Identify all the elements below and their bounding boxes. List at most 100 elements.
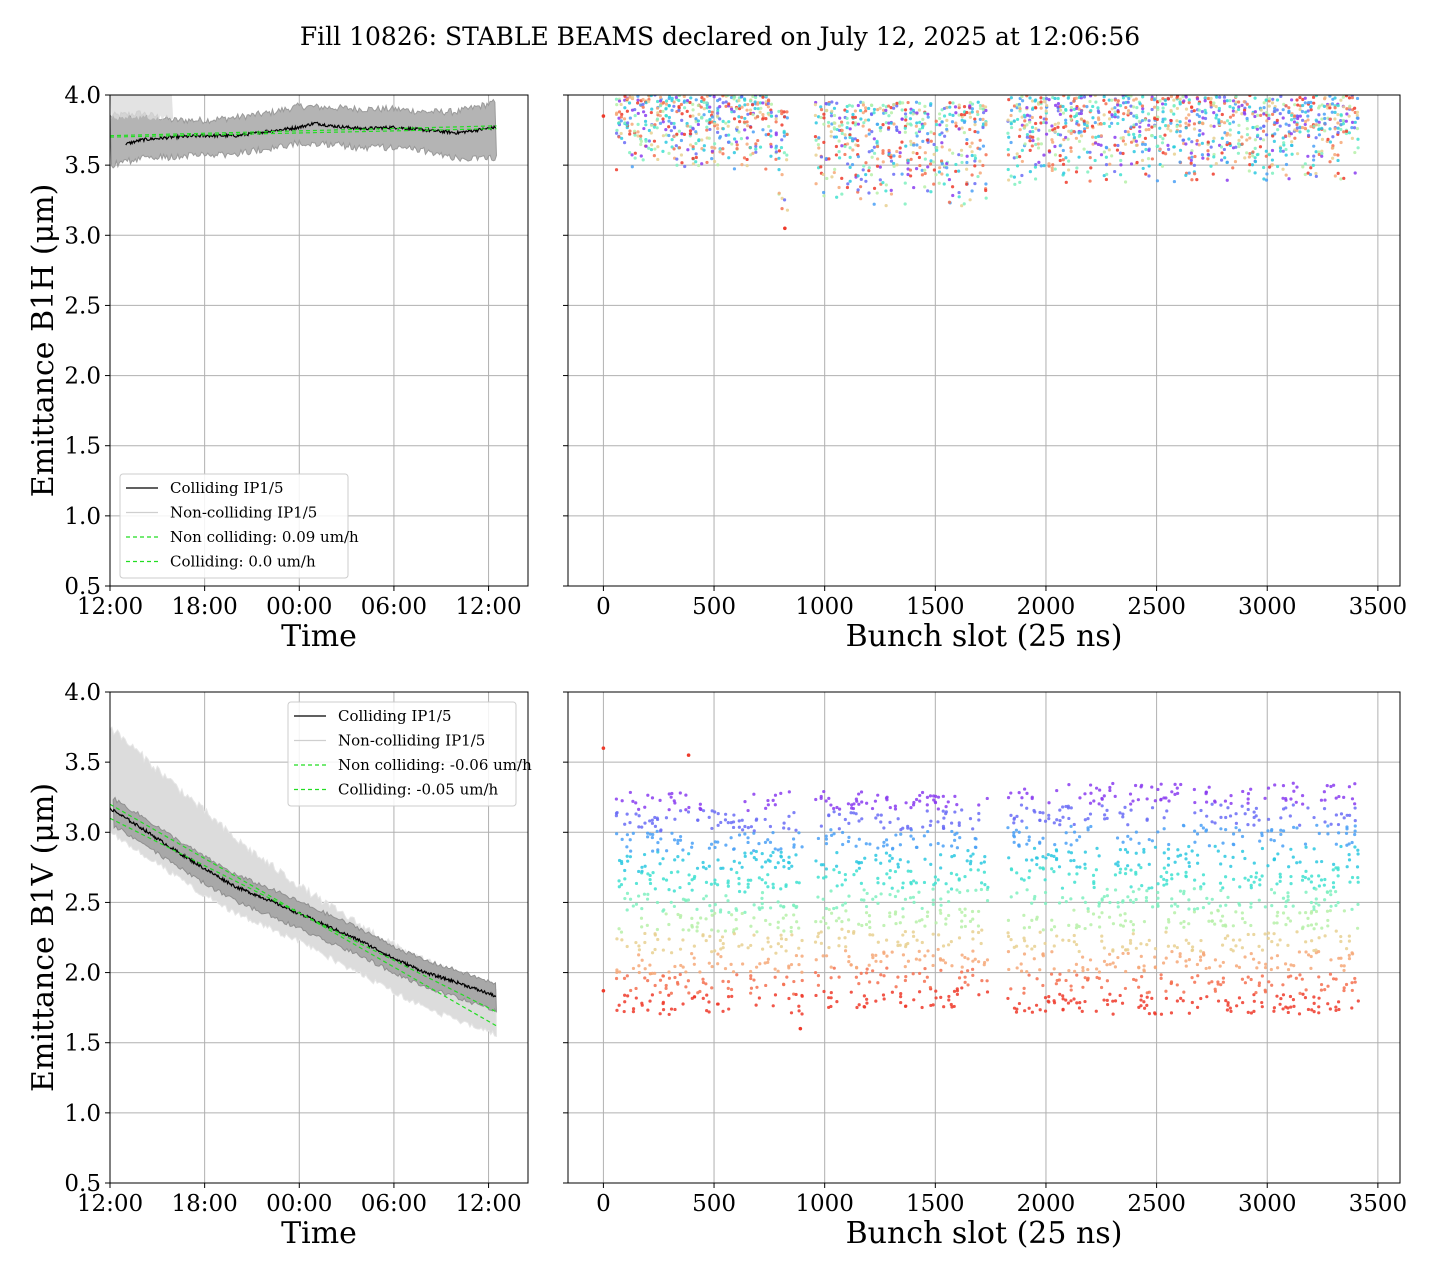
bunch-point — [1240, 977, 1245, 981]
bunch-point — [1265, 119, 1269, 123]
bunch-point — [1073, 880, 1077, 884]
bunch-point — [1270, 904, 1274, 908]
bunch-point — [846, 121, 850, 125]
bunch-point — [768, 840, 773, 844]
bunch-point — [1106, 1002, 1110, 1007]
bunch-point — [690, 888, 694, 892]
bunch-point — [1099, 122, 1103, 126]
bunch-point — [864, 173, 868, 177]
bunch-point — [1159, 875, 1163, 879]
bunch-point — [1278, 149, 1283, 153]
bunch-point — [1172, 98, 1176, 102]
bunch-point — [702, 113, 706, 117]
bunch-point — [1206, 152, 1210, 157]
bunch-point — [940, 145, 944, 149]
bunch-point — [888, 893, 892, 897]
bunch-point — [1097, 854, 1101, 858]
bunch-point — [1326, 918, 1330, 923]
bunch-point — [768, 824, 773, 829]
bunch-point — [1325, 909, 1330, 913]
bunch-point — [1108, 124, 1112, 129]
bunch-point — [1110, 113, 1114, 117]
bunch-point — [1336, 112, 1340, 117]
bunch-point — [918, 958, 922, 962]
bunch-point — [911, 112, 915, 116]
bunch-point — [822, 140, 826, 144]
bunch-point — [727, 133, 731, 137]
bunch-point — [840, 131, 844, 136]
bunch-point — [1341, 118, 1345, 123]
bunch-point — [1213, 987, 1217, 991]
bunch-point — [628, 790, 632, 795]
bunch-point — [1158, 126, 1162, 130]
bunch-point — [867, 106, 871, 111]
bunch-point — [716, 929, 720, 933]
bunch-point — [921, 825, 925, 829]
bunch-point — [1105, 887, 1109, 891]
bunch-point — [763, 961, 767, 965]
bunch-point — [917, 101, 922, 105]
bunch-point — [1058, 992, 1062, 996]
bunch-point — [1213, 922, 1217, 926]
bunch-point — [1197, 114, 1201, 118]
bunch-point — [1134, 139, 1138, 143]
bunch-point — [1328, 972, 1333, 976]
bunch-point — [617, 927, 621, 931]
bunch-point — [1091, 116, 1095, 120]
bunch-point — [1201, 873, 1206, 877]
bunch-point — [1129, 802, 1133, 806]
bunch-point — [723, 966, 728, 971]
bunch-point — [1093, 120, 1097, 125]
bunch-point — [1276, 966, 1280, 970]
bunch-point — [1206, 140, 1210, 144]
bunch-point — [1123, 871, 1128, 876]
x-tick-label: 12:00 — [77, 594, 143, 620]
bunch-point — [864, 922, 869, 927]
bunch-point — [646, 892, 650, 896]
bunch-point — [914, 845, 919, 849]
bunch-point — [1295, 98, 1299, 102]
bunch-point — [680, 161, 684, 165]
bunch-point — [824, 867, 828, 871]
bunch-point — [1132, 135, 1137, 140]
bunch-point — [648, 963, 652, 967]
bunch-point — [1252, 810, 1256, 814]
bunch-point — [892, 103, 896, 107]
bunch-point — [940, 141, 944, 145]
bunch-point — [1046, 999, 1050, 1003]
bunch-point — [929, 159, 933, 163]
bunch-point — [681, 965, 685, 969]
bunch-point — [814, 859, 818, 863]
bunch-point — [673, 801, 677, 805]
bunch-point — [760, 878, 764, 882]
bunch-point — [667, 808, 671, 812]
bunch-point — [1333, 127, 1337, 131]
bunch-point — [1100, 898, 1104, 902]
bunch-point — [1212, 111, 1216, 115]
bunch-point — [1193, 829, 1197, 833]
bunch-point — [1064, 118, 1068, 122]
bunch-point — [1018, 107, 1022, 111]
bunch-point — [748, 108, 753, 112]
x-tick-label: 2000 — [1017, 594, 1076, 620]
bunch-point — [1102, 959, 1107, 964]
bunch-point — [874, 858, 878, 862]
bunch-point — [737, 130, 741, 134]
bunch-point — [1314, 123, 1318, 127]
bunch-point — [1306, 806, 1310, 810]
bunch-point — [1224, 903, 1228, 907]
bunch-point — [1018, 155, 1022, 159]
bunch-point — [1072, 940, 1076, 944]
bunch-point — [935, 146, 939, 150]
bunch-point — [864, 971, 869, 975]
bunch-point — [763, 860, 768, 864]
bunch-point — [1333, 106, 1337, 110]
bunch-point — [1069, 988, 1073, 992]
bunch-point — [1235, 1004, 1239, 1008]
bunch-point — [1356, 902, 1360, 907]
bunch-point — [716, 840, 720, 844]
bunch-point — [867, 914, 872, 918]
bunch-point — [761, 947, 765, 951]
bunch-point — [1344, 129, 1349, 133]
bunch-point — [1069, 114, 1073, 118]
